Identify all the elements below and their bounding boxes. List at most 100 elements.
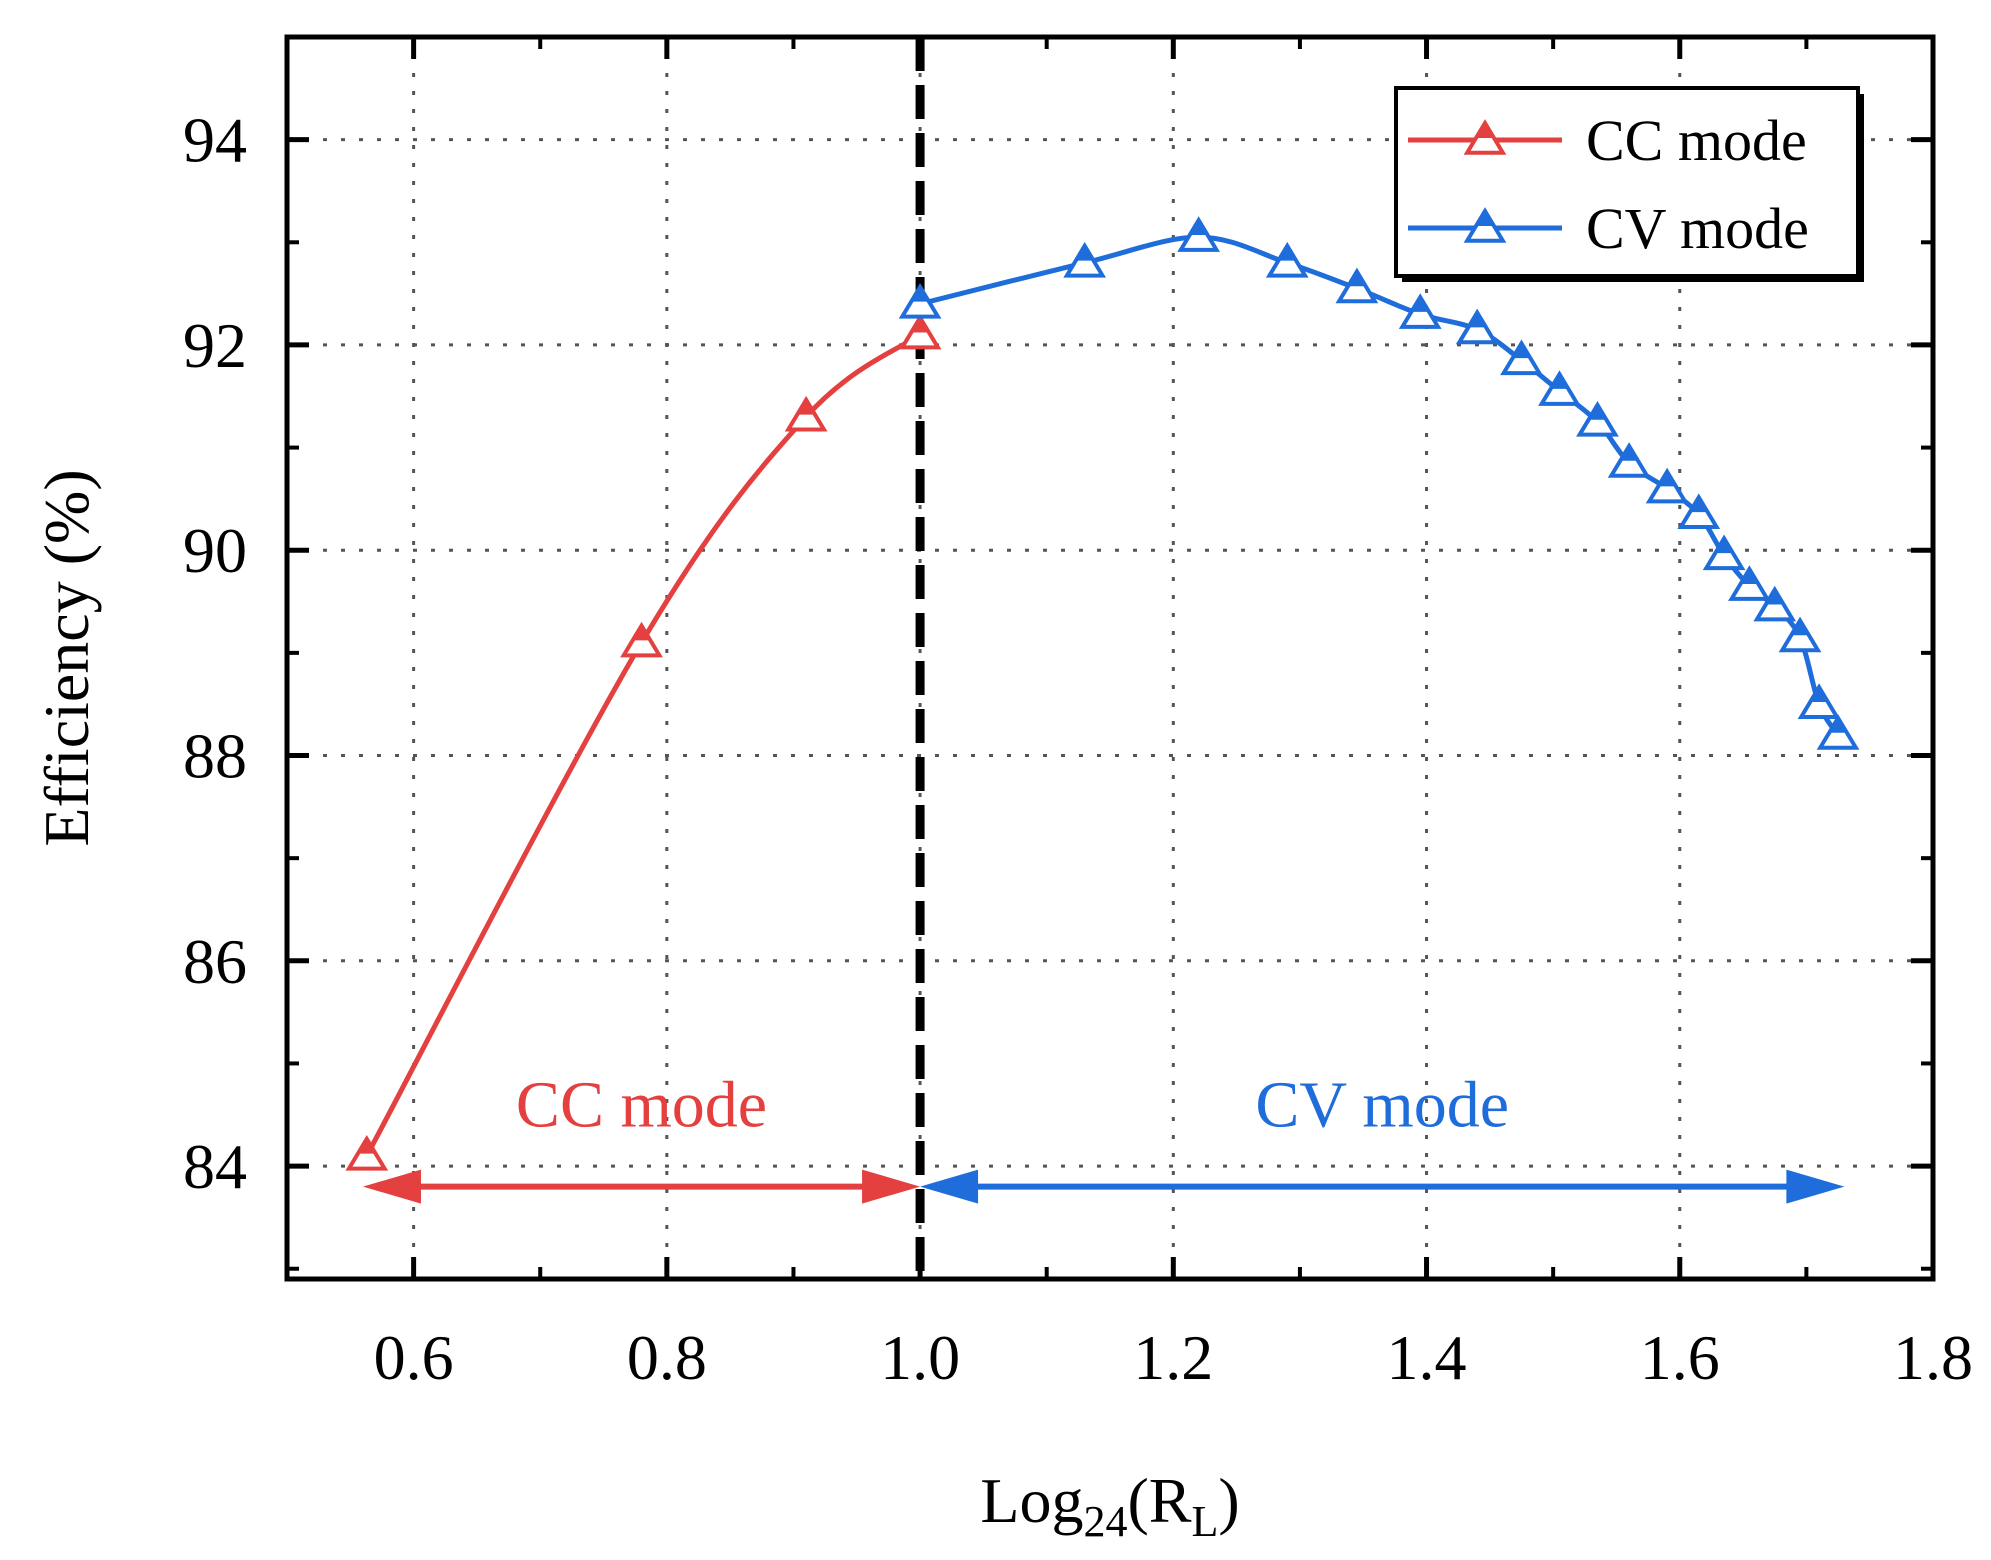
legend-marker-fill-0 — [1476, 123, 1494, 138]
series-1-point-15-fill — [1765, 589, 1784, 605]
series-1-point-14 — [1728, 565, 1771, 601]
series-1-point-6-outline — [1455, 308, 1499, 345]
series-1-point-8-fill — [1550, 374, 1569, 389]
series-0-point-3 — [898, 313, 942, 350]
series-1-point-16 — [1778, 616, 1822, 653]
series-1-point-11-outline — [1645, 467, 1689, 504]
series-1-point-10-outline — [1607, 442, 1651, 478]
series-1-point-6-fill — [1468, 312, 1487, 328]
series-1-point-11-fill — [1658, 471, 1676, 487]
series-1-point-7-fill — [1512, 343, 1531, 359]
x-tick-label-4: 1.4 — [1387, 1322, 1467, 1393]
x-label-middle: (R — [1127, 1465, 1191, 1536]
y-tick-label-5: 94 — [183, 105, 247, 176]
series-1-point-9-outline — [1576, 401, 1619, 437]
series-1-point-2-outline — [1177, 216, 1221, 252]
series-1-point-0-fill — [911, 286, 929, 302]
series-1-point-9 — [1576, 401, 1619, 437]
y-tick-label-0: 84 — [183, 1131, 247, 1202]
series-0-point-3-outline — [898, 313, 942, 350]
series-0-point-0-outline — [345, 1134, 389, 1171]
series-1-point-18 — [1816, 714, 1860, 750]
series-1-point-16-fill — [1791, 620, 1809, 636]
series-0-point-0 — [345, 1134, 389, 1171]
series-1-point-1-outline — [1063, 241, 1107, 278]
series-1-point-9-fill — [1588, 404, 1607, 420]
annotation-arrow-head-left-0 — [362, 1169, 421, 1204]
series-0-point-2 — [784, 395, 828, 432]
annotation-label-1: CV mode — [1255, 1069, 1509, 1142]
series-1-point-3-outline — [1265, 241, 1309, 278]
series-1-point-1-fill — [1075, 245, 1094, 261]
legend: CC mode CV mode — [1394, 86, 1864, 282]
series-1-point-0 — [898, 282, 942, 319]
series-1-point-17 — [1797, 683, 1841, 719]
series-1-point-11 — [1645, 467, 1689, 504]
series-1-point-8-outline — [1538, 370, 1581, 406]
series-1-point-17-fill — [1810, 687, 1828, 702]
series-1-point-15-outline — [1753, 585, 1797, 622]
series-0-point-2-fill — [797, 399, 815, 415]
markers-layer — [345, 216, 1860, 1171]
x-tick-label-2: 1.0 — [880, 1322, 960, 1393]
series-1-point-4-outline — [1335, 267, 1379, 304]
x-tick-label-5: 1.6 — [1640, 1322, 1720, 1393]
series-1-point-18-fill — [1829, 717, 1847, 733]
series-1-point-13-fill — [1715, 538, 1733, 554]
series-0-point-1-fill — [632, 625, 651, 641]
series-1-point-18-outline — [1816, 714, 1860, 750]
series-1-point-13-outline — [1702, 534, 1746, 571]
x-label-suffix: ) — [1218, 1465, 1239, 1536]
series-1-point-8 — [1538, 370, 1581, 406]
series-0-point-0-fill — [357, 1138, 376, 1154]
series-layer — [364, 234, 1841, 1158]
series-1-point-2-fill — [1189, 220, 1208, 235]
legend-label-cc: CC mode — [1586, 108, 1807, 173]
y-tick-label-3: 90 — [183, 515, 247, 586]
x-axis-label: Log24(RL) — [980, 1465, 1239, 1546]
annotation-arrow-head-left-1 — [920, 1169, 979, 1204]
series-1-point-2 — [1177, 216, 1221, 252]
series-1-point-6 — [1455, 308, 1499, 345]
series-1-point-15 — [1753, 585, 1797, 622]
series-1-point-12 — [1677, 493, 1721, 530]
series-1-point-14-outline — [1728, 565, 1771, 601]
x-label-subscript: 24 — [1083, 1497, 1127, 1546]
y-axis-label: Efficiency (%) — [31, 469, 102, 846]
annotation-arrow-head-right-0 — [862, 1169, 921, 1204]
series-1-point-10 — [1607, 442, 1651, 478]
series-1-point-7 — [1500, 339, 1543, 376]
legend-marker-fill-1 — [1476, 211, 1494, 226]
x-tick-label-3: 1.2 — [1133, 1322, 1213, 1393]
plot-frame — [284, 34, 1936, 1282]
series-1-point-14-fill — [1740, 569, 1759, 584]
series-1-point-3-fill — [1278, 245, 1297, 261]
x-tick-label-0: 0.6 — [374, 1322, 454, 1393]
series-1-point-5-outline — [1398, 293, 1442, 329]
mode-annotations: CC mode CV mode — [362, 1069, 1845, 1204]
x-tick-label-1: 0.8 — [627, 1322, 707, 1393]
annotation-arrow-head-right-1 — [1786, 1169, 1845, 1204]
series-1-point-5 — [1398, 293, 1442, 329]
series-1-point-10-fill — [1620, 445, 1638, 461]
series-1-point-13 — [1702, 534, 1746, 571]
series-0-point-2-outline — [784, 395, 828, 432]
x-tick-label-6: 1.8 — [1893, 1322, 1973, 1393]
series-1-point-17-outline — [1797, 683, 1841, 719]
series-1-point-12-outline — [1677, 493, 1721, 530]
y-tick-label-2: 88 — [183, 721, 247, 792]
series-1-point-5-fill — [1411, 297, 1430, 312]
series-line-0 — [364, 332, 922, 1158]
series-1-point-3 — [1265, 241, 1309, 278]
series-1-point-12-fill — [1689, 497, 1708, 513]
series-1-point-7-outline — [1500, 339, 1543, 376]
series-1-point-1 — [1063, 241, 1107, 278]
series-line-1 — [919, 234, 1841, 737]
legend-box — [1394, 86, 1860, 278]
series-1-point-16-outline — [1778, 616, 1822, 653]
series-0-point-1-outline — [620, 621, 663, 658]
series-0-point-3-fill — [911, 317, 929, 333]
x-label-prefix: Log — [980, 1465, 1083, 1536]
